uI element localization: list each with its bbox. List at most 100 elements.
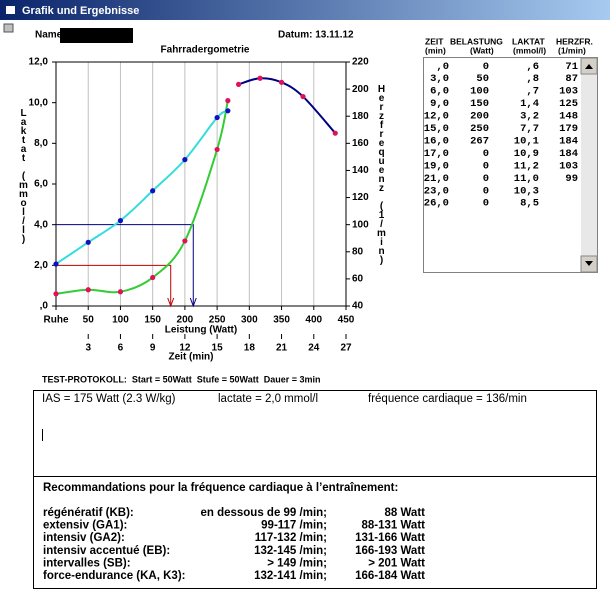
recommendation-cell: intervalles (SB): [43, 557, 131, 569]
x2-tick-label: 150 [144, 315, 161, 326]
name-label: Name [35, 30, 63, 41]
table-cell: 23,0 [424, 185, 449, 197]
column-header: HERZFR. [556, 36, 593, 46]
table-cell: 103 [559, 86, 578, 98]
table-cell: 9,0 [430, 98, 449, 110]
threshold-line [56, 264, 172, 306]
table-cell: ,8 [526, 73, 539, 85]
recommendation-cell: 132-145 /min; [254, 545, 327, 557]
table-cell: 15,0 [424, 123, 449, 135]
threshold-line [56, 224, 194, 306]
data-point [182, 157, 188, 163]
table-cell: 99 [565, 173, 578, 185]
heart-rate-result: fréquence cardiaque = 136/min [368, 393, 527, 405]
x-tick-label: 15 [212, 343, 224, 354]
y2-tick-label: 100 [352, 219, 369, 230]
x-tick-label: 18 [244, 343, 256, 354]
recommendation-cell: 99-117 /min; [261, 520, 327, 532]
table-cell: 8,5 [520, 198, 539, 210]
data-point [235, 81, 242, 87]
table-cell: 16,0 [424, 135, 449, 147]
x-tick-label: 3 [85, 343, 91, 354]
recommendations-title: Recommandations pour la fréquence cardia… [43, 482, 398, 494]
name-redacted [60, 28, 133, 43]
column-header: LAKTAT [512, 36, 546, 46]
y-tick-label: 8,0 [34, 138, 48, 149]
table-cell: 3,2 [520, 111, 539, 123]
y2-tick-label: 80 [352, 246, 364, 257]
y2-tick-label: 220 [352, 57, 369, 68]
x2-tick-label: 100 [112, 315, 129, 326]
data-point [332, 130, 338, 136]
column-header: BELASTUNG [450, 36, 503, 46]
protocol: TEST-PROTOKOLL: Start = 50Watt Stufe = 5… [42, 374, 320, 384]
column-header: (1/min) [558, 45, 586, 55]
recommendation-cell: 166-184 Watt [355, 570, 425, 582]
x-tick-label: 9 [150, 343, 156, 354]
icon [3, 23, 14, 33]
table-cell: 6,0 [430, 86, 449, 98]
x2-tick-label: 300 [241, 315, 258, 326]
recommendation-cell: régénératif (KB): [43, 507, 134, 519]
series-line [238, 77, 337, 134]
data-point [150, 274, 156, 281]
x2-tick-label: 50 [83, 315, 95, 326]
table-cell: ,0 [436, 61, 449, 73]
result-box [33, 390, 597, 589]
date: Datum: 13.11.12 [278, 30, 354, 41]
table-cell: 87 [565, 73, 578, 85]
table-cell: 11,0 [514, 173, 539, 185]
y-axis-title: Laktat (mmol/l) [18, 108, 29, 243]
table-cell: 100 [470, 86, 489, 98]
recommendation-cell: 88-131 Watt [362, 520, 426, 532]
y2-axis-title: Herzfrequenz (1/min) [376, 84, 387, 264]
table-cell: 179 [559, 123, 578, 135]
table-cell: 200 [470, 111, 489, 123]
y2-tick-label: 180 [352, 111, 369, 122]
table-cell: ,7 [526, 86, 539, 98]
y2-tick-label: 160 [352, 138, 369, 149]
data-point [85, 239, 91, 245]
x-axis-title: Zeit (min) [169, 352, 214, 363]
x2-tick-label: 400 [305, 315, 322, 326]
window-icon [6, 6, 15, 14]
table-cell: 267 [470, 135, 489, 147]
recommendation-cell: > 149 /min; [267, 557, 327, 569]
list-box[interactable] [423, 57, 598, 273]
table-cell: 125 [559, 98, 578, 110]
table-cell: 12,0 [424, 111, 449, 123]
table-cell: 10,9 [514, 148, 539, 160]
data-point [257, 75, 263, 81]
column-header: (min) [425, 45, 446, 55]
data-point [225, 108, 231, 114]
y2-tick-label: 140 [352, 165, 369, 176]
table-cell: 11,2 [514, 160, 539, 172]
recommendation-cell: > 201 Watt [368, 557, 425, 569]
recommendation-cell: intensiv accentué (EB): [43, 545, 170, 557]
x-tick-label: 6 [118, 343, 124, 354]
threshold-arrow [167, 297, 175, 308]
table-cell: 1,4 [520, 98, 539, 110]
column-header: (Watt) [470, 45, 494, 55]
table-cell: 0 [483, 173, 489, 185]
data-point [85, 287, 91, 293]
x2-tick-label: Ruhe [44, 315, 69, 326]
data-point [300, 93, 306, 100]
recommendation-cell: 117-132 /min; [255, 532, 327, 544]
y2-tick-label: 120 [352, 192, 369, 203]
table-cell: 250 [470, 123, 489, 135]
table-cell: 26,0 [424, 198, 449, 210]
table-cell: 150 [470, 98, 489, 110]
chart-title: Fahrradergometrie [161, 45, 250, 56]
series-line [55, 109, 229, 265]
table-cell: 7,7 [520, 123, 539, 135]
table-cell: 50 [476, 73, 489, 85]
x2-tick-label: 250 [209, 315, 226, 326]
window-title: Grafik und Ergebnisse [22, 5, 139, 17]
scrollbar[interactable] [581, 58, 597, 272]
y2-tick-label: 60 [352, 274, 364, 285]
table-cell: 17,0 [424, 148, 449, 160]
table-cell: 3,0 [430, 73, 449, 85]
